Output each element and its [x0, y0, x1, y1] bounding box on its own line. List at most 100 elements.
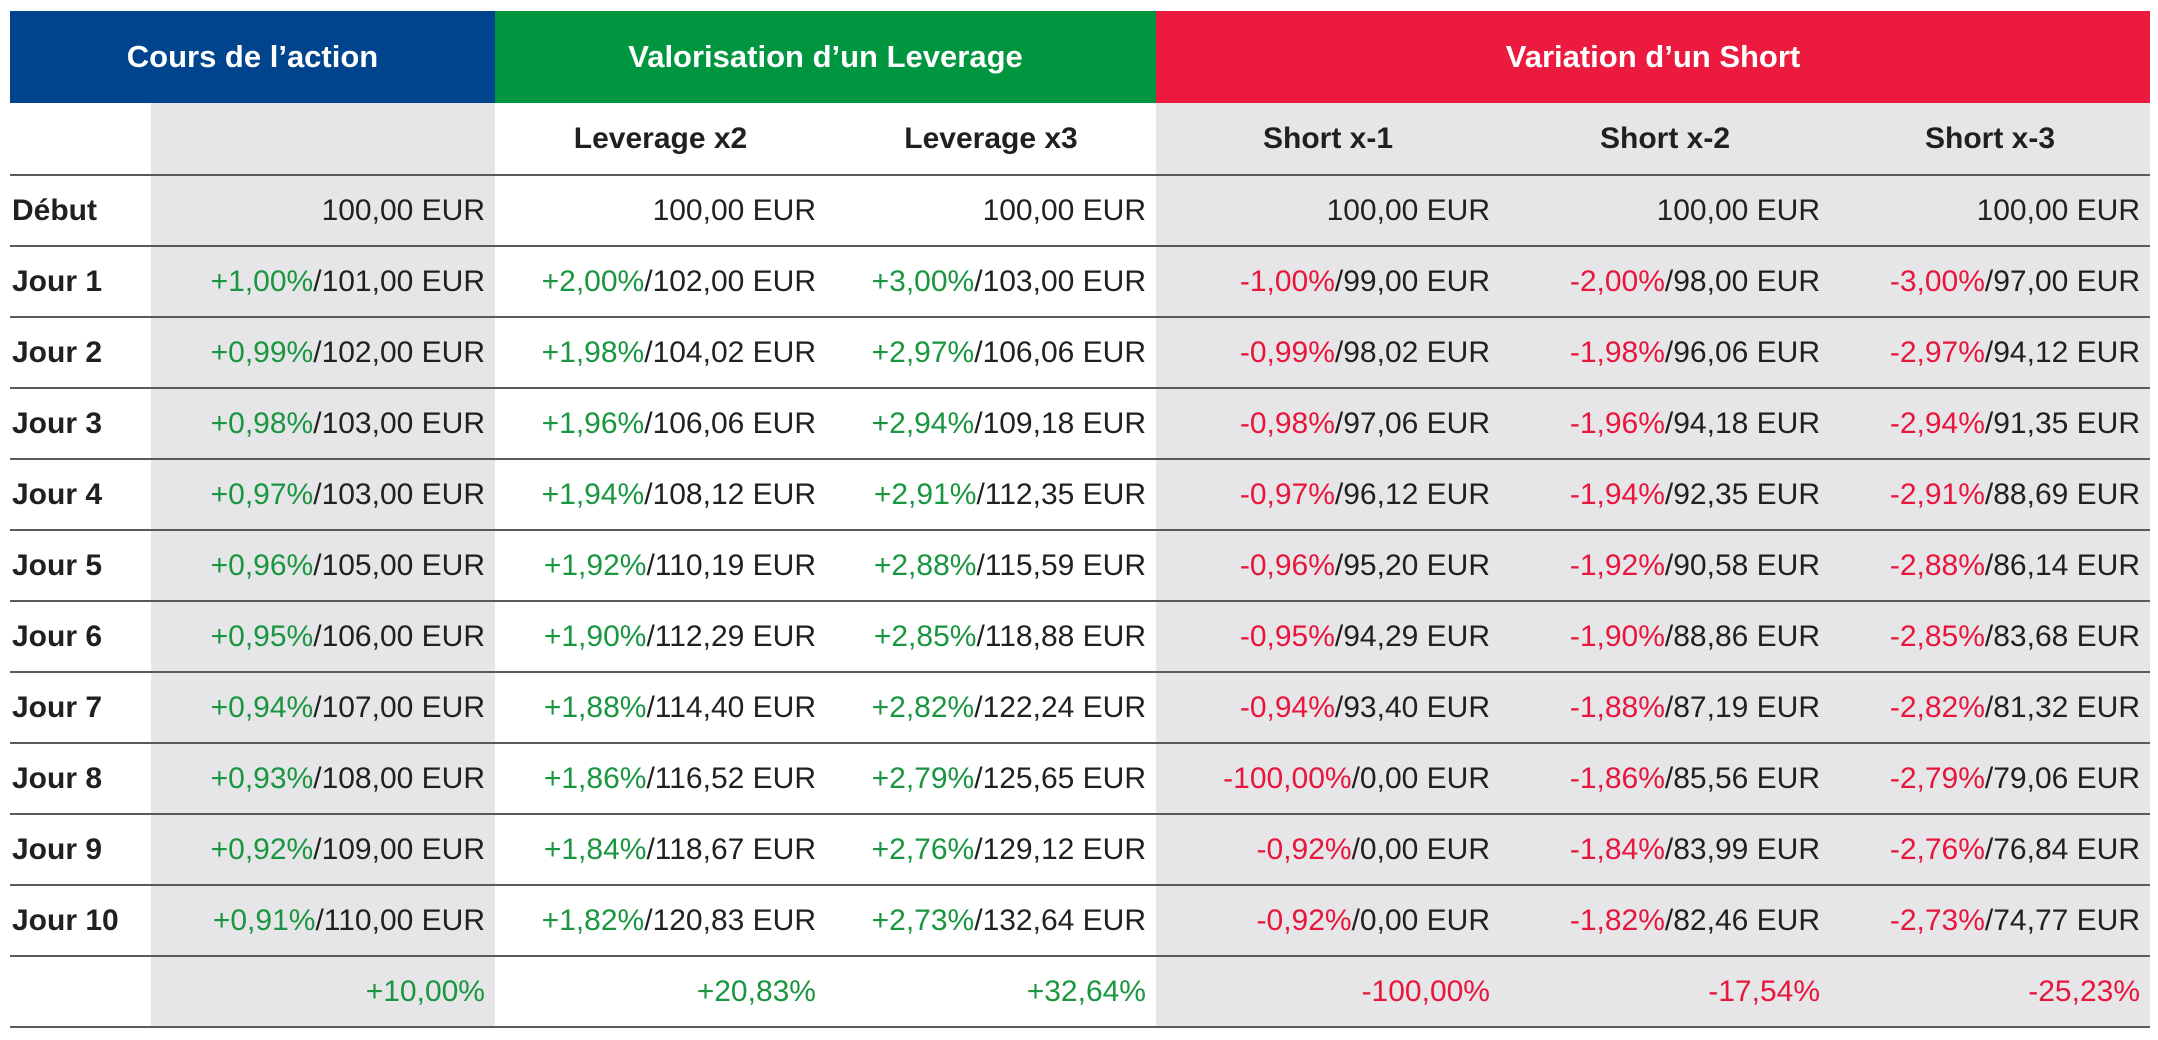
separator: / [1664, 548, 1674, 582]
table-cell: +0,92%/109,00 EUR [151, 815, 495, 884]
separator: / [1334, 690, 1344, 724]
percent-change: -2,97% [1889, 335, 1985, 369]
percent-change: -0,96% [1239, 548, 1335, 582]
table-cell: +0,96%/105,00 EUR [151, 531, 495, 600]
leverage-short-table: Cours de l’action Valorisation d’un Leve… [10, 11, 2150, 1028]
percent-change: +10,00% [365, 974, 485, 1008]
value: 95,20 EUR [1343, 548, 1490, 582]
separator: / [1984, 477, 1994, 511]
table-row: Jour 2 +0,99%/102,00 EUR +1,98%/104,02 EUR… [10, 318, 2150, 389]
separator: / [974, 335, 983, 369]
table-row: Jour 5 +0,96%/105,00 EUR +1,92%/110,19 EUR… [10, 531, 2150, 602]
separator: / [1664, 335, 1674, 369]
value: 112,29 EUR [654, 619, 816, 653]
percent-change: -100,00% [1361, 974, 1490, 1008]
value: 92,35 EUR [1673, 477, 1820, 511]
table-cell: -17,54% [1500, 957, 1830, 1026]
column-header-leverage-x3: Leverage x3 [904, 121, 1078, 155]
percent-change: -2,82% [1889, 690, 1985, 724]
value: 81,32 EUR [1993, 690, 2140, 724]
table-cell: +2,82%/122,24 EUR [826, 673, 1156, 742]
table-cell: +1,98%/104,02 EUR [495, 318, 826, 387]
row-label: Jour 2 [12, 335, 103, 369]
table-cell: -25,23% [1830, 957, 2150, 1026]
table-cell: +2,85%/118,88 EUR [826, 602, 1156, 671]
table-row: Jour 7 +0,94%/107,00 EUR +1,88%/114,40 EUR… [10, 673, 2150, 744]
table-cell: +1,86%/116,52 EUR [495, 744, 826, 813]
table-row: Jour 10 +0,91%/110,00 EUR +1,82%/120,83 EU… [10, 886, 2150, 957]
table-cell: -1,86%/85,56 EUR [1500, 744, 1830, 813]
value: 83,99 EUR [1673, 832, 1820, 866]
table-cell: +0,97%/103,00 EUR [151, 460, 495, 529]
row-label: Jour 7 [12, 690, 103, 724]
separator: / [974, 761, 983, 795]
value: 100,00 EUR [1976, 193, 2140, 227]
percent-change: -0,92% [1256, 832, 1352, 866]
percent-change: -100,00% [1223, 761, 1352, 795]
value: 85,56 EUR [1673, 761, 1820, 795]
separator: / [313, 761, 322, 795]
percent-change: -1,98% [1569, 335, 1665, 369]
value: 97,00 EUR [1993, 264, 2140, 298]
value: 83,68 EUR [1993, 619, 2140, 653]
separator: / [976, 619, 985, 653]
table-cell: +2,97%/106,06 EUR [826, 318, 1156, 387]
percent-change: -2,76% [1889, 832, 1985, 866]
value: 94,29 EUR [1343, 619, 1490, 653]
percent-change: -1,82% [1569, 903, 1665, 937]
table-cell: -2,97%/94,12 EUR [1830, 318, 2150, 387]
percent-change: -2,79% [1889, 761, 1985, 795]
percent-change: +2,91% [873, 477, 977, 511]
percent-change: -0,97% [1239, 477, 1335, 511]
percent-change: -1,00% [1239, 264, 1335, 298]
percent-change: -17,54% [1708, 974, 1820, 1008]
table-cell: 100,00 EUR [151, 176, 495, 245]
value: 102,00 EUR [652, 264, 816, 298]
column-header-short-x1: Short x-1 [1156, 103, 1500, 174]
percent-change: +2,79% [871, 761, 975, 795]
value: 106,00 EUR [321, 619, 485, 653]
separator: / [1334, 264, 1344, 298]
value: 129,12 EUR [982, 832, 1146, 866]
value: 106,06 EUR [982, 335, 1146, 369]
percent-change: +0,98% [210, 406, 314, 440]
percent-change: +20,83% [696, 974, 816, 1008]
table-cell: 100,00 EUR [495, 176, 826, 245]
table-cell: +1,88%/114,40 EUR [495, 673, 826, 742]
separator: / [1351, 761, 1360, 795]
percent-change: +2,94% [871, 406, 975, 440]
separator: / [313, 264, 322, 298]
value: 105,00 EUR [321, 548, 485, 582]
percent-change: +3,00% [871, 264, 975, 298]
value: 112,35 EUR [984, 477, 1146, 511]
table-row: Jour 4 +0,97%/103,00 EUR +1,94%/108,12 EUR… [10, 460, 2150, 531]
separator: / [1664, 903, 1674, 937]
value: 102,00 EUR [321, 335, 485, 369]
separator: / [1984, 619, 1994, 653]
table-cell: 100,00 EUR [1500, 176, 1830, 245]
value: 103,00 EUR [321, 477, 485, 511]
row-label: Jour 4 [12, 477, 103, 511]
value: 109,00 EUR [321, 832, 485, 866]
table-cell: +2,00%/102,00 EUR [495, 247, 826, 316]
separator: / [1334, 548, 1344, 582]
value: 94,18 EUR [1673, 406, 1820, 440]
value: 96,06 EUR [1673, 335, 1820, 369]
value: 108,00 EUR [321, 761, 485, 795]
group-header-row: Cours de l’action Valorisation d’un Leve… [10, 11, 2150, 103]
separator: / [313, 619, 322, 653]
row-label: Jour 10 [12, 903, 119, 937]
percent-change: +1,86% [543, 761, 647, 795]
table-cell: -1,94%/92,35 EUR [1500, 460, 1830, 529]
separator: / [1334, 619, 1344, 653]
value: 109,18 EUR [982, 406, 1146, 440]
percent-change: +2,85% [873, 619, 977, 653]
separator: / [646, 690, 655, 724]
table-cell: -2,00%/98,00 EUR [1500, 247, 1830, 316]
table-cell: 100,00 EUR [1830, 176, 2150, 245]
separator: / [1984, 761, 1994, 795]
table-cell: -3,00%/97,00 EUR [1830, 247, 2150, 316]
percent-change: +32,64% [1026, 974, 1146, 1008]
table-cell: -2,85%/83,68 EUR [1830, 602, 2150, 671]
table-cell: +0,91%/110,00 EUR [151, 886, 495, 955]
